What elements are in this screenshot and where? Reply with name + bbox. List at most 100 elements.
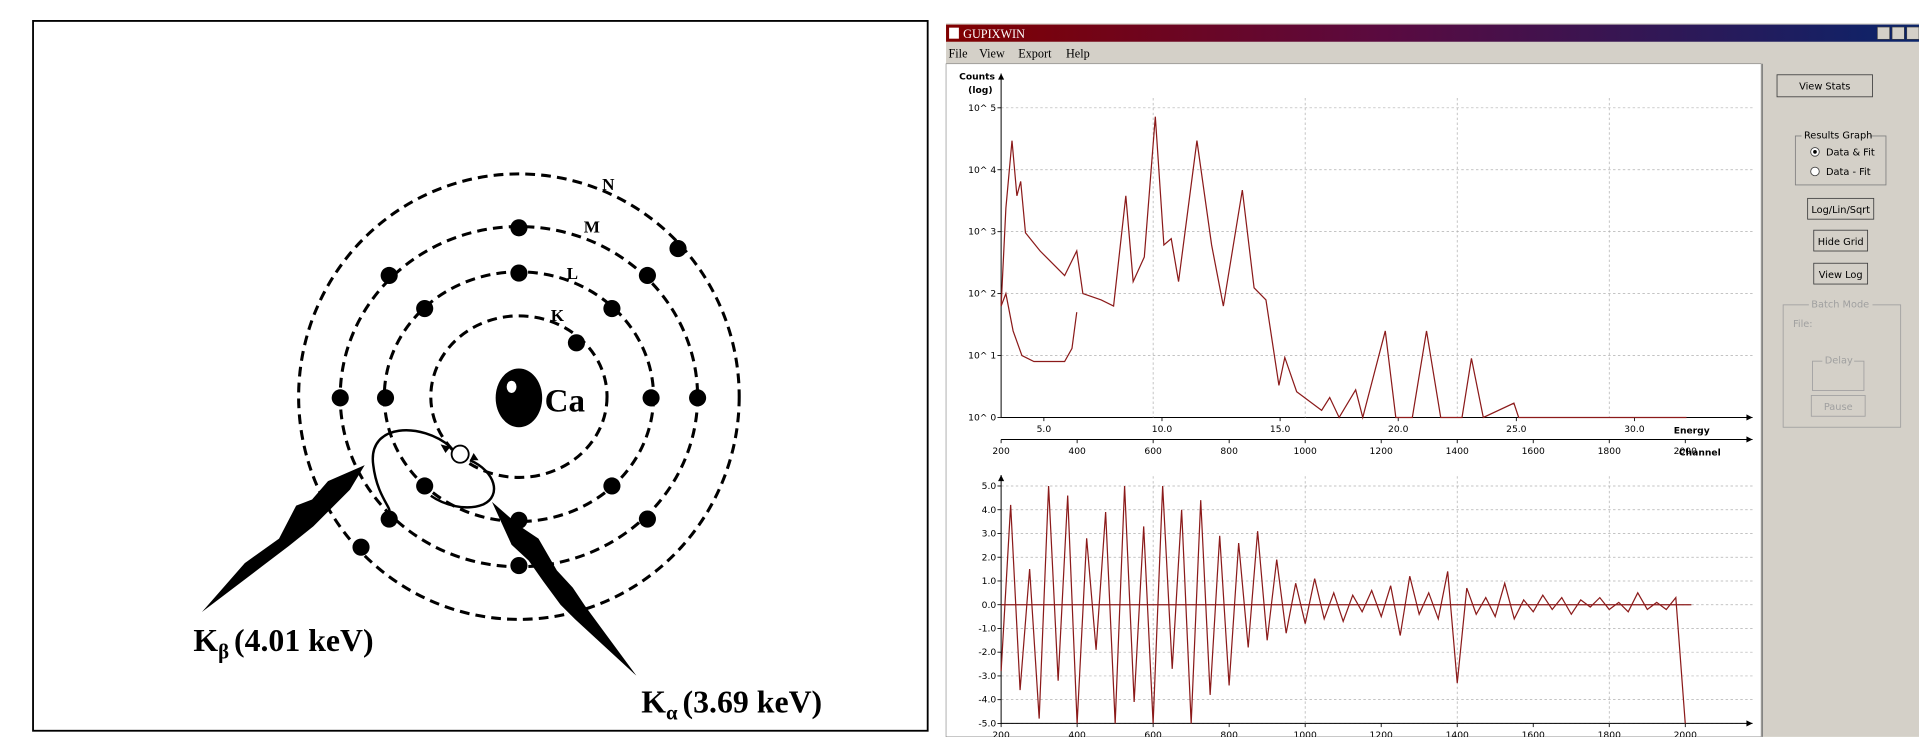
x-tick-label: 1200 <box>1370 446 1393 457</box>
kalpha-label: Kα (3.69 keV) <box>641 684 822 724</box>
transition-kbeta <box>371 429 452 513</box>
electron <box>510 219 528 237</box>
atom-diagram: K L M N Ca Kβ (4.01 keV) Kα (3.69 keV) <box>32 20 929 732</box>
data-line <box>1000 485 1686 724</box>
line-subscript: β <box>218 641 229 664</box>
arrowheads <box>440 444 479 461</box>
radio[interactable] <box>1810 166 1820 177</box>
line-symbol: K <box>193 623 218 658</box>
x-tick-label: 5.0 <box>1037 424 1052 435</box>
nucleus <box>495 368 543 428</box>
button-label: View Stats <box>1799 81 1850 92</box>
electron <box>642 389 660 407</box>
y-axis-unit: (log) <box>968 85 992 96</box>
line-symbol: K <box>641 684 666 719</box>
electron <box>376 389 395 407</box>
y-tick-label: -5.0 <box>978 718 996 729</box>
photon-kalpha <box>491 501 637 676</box>
x-tick-label: 200 <box>992 446 1010 457</box>
x-tick-label: 600 <box>1144 446 1162 457</box>
x-tick-label: 600 <box>1144 730 1162 737</box>
photon-kbeta <box>201 465 365 613</box>
y-tick-label: -3.0 <box>978 671 996 682</box>
radio-label: Data & Fit <box>1826 148 1875 159</box>
nucleus-label: Ca <box>545 383 586 419</box>
x-tick-label: 1400 <box>1446 446 1469 457</box>
minimize-button[interactable] <box>1877 26 1890 40</box>
line-energy: (3.69 keV) <box>683 684 823 719</box>
y-tick-label: 1.0 <box>982 576 997 587</box>
y-axis-arrow <box>998 73 1005 80</box>
y-tick-label: 10^ 1 <box>968 351 996 362</box>
kbeta-label: Kβ (4.01 keV) <box>193 623 373 663</box>
electron <box>603 299 621 318</box>
group-title-bg <box>1808 298 1873 310</box>
group-title-bg <box>1822 356 1855 367</box>
x-tick-label: 1600 <box>1522 730 1545 737</box>
hide-grid-button[interactable] <box>1813 229 1869 252</box>
orbit-k <box>429 314 609 479</box>
app-icon <box>947 26 961 40</box>
y-tick-label: -2.0 <box>978 647 996 658</box>
y-tick-label: 4.0 <box>982 505 997 516</box>
shell-label: N <box>602 175 615 194</box>
y-tick-label: -4.0 <box>978 695 996 706</box>
transition-kalpha <box>430 459 496 509</box>
menu-item[interactable]: View <box>979 47 1005 61</box>
x-tick-label: 2000 <box>1674 446 1697 457</box>
figure-frame <box>32 20 929 732</box>
y-axis-label: Counts <box>959 72 995 83</box>
x-tick-label: 1600 <box>1522 446 1545 457</box>
x-tick-label: 30.0 <box>1624 424 1645 435</box>
x-tick-label: 1200 <box>1370 730 1393 737</box>
close-button[interactable] <box>1906 26 1919 40</box>
electrons <box>331 219 707 575</box>
pause-button[interactable] <box>1810 394 1866 417</box>
x-axis-label: Energy <box>1674 425 1710 436</box>
electron <box>638 510 656 528</box>
menu-item[interactable]: File <box>948 47 967 61</box>
y-tick-label: 10^ 4 <box>968 165 996 176</box>
y-tick-label: 5.0 <box>982 481 997 492</box>
x-tick-label: 1800 <box>1598 730 1621 737</box>
electron <box>380 266 398 285</box>
y-tick-label: 10^ 3 <box>968 227 996 238</box>
maximize-button[interactable] <box>1891 26 1905 40</box>
menu-item[interactable]: Export <box>1018 47 1052 61</box>
electron <box>689 389 707 407</box>
y-tick-label: 0.0 <box>982 600 997 611</box>
menu-item[interactable]: Help <box>1066 47 1090 61</box>
y-tick-label: 10^ 2 <box>968 289 996 300</box>
electron <box>510 264 528 282</box>
radio-dot <box>1813 150 1817 154</box>
group-title: Results Graph <box>1804 130 1872 141</box>
shell-label: L <box>567 264 578 283</box>
data-line <box>1000 116 1687 420</box>
x-tick-label: 2000 <box>1674 730 1697 737</box>
y-tick-label: 2.0 <box>982 552 997 563</box>
electron <box>416 477 434 495</box>
log-lin-button[interactable] <box>1807 197 1875 220</box>
x-tick-label: 1800 <box>1598 446 1621 457</box>
vacancy <box>450 444 470 464</box>
app-window: GUPIXWIN File View Export Help View Stat… <box>945 23 1919 737</box>
y-tick-label: 10^ 0 <box>968 413 996 424</box>
button-label: Hide Grid <box>1818 237 1864 248</box>
plot-area <box>945 63 1762 737</box>
view-log-button[interactable] <box>1813 262 1869 285</box>
window-title: GUPIXWIN <box>963 27 1025 41</box>
title-bar <box>946 24 1919 42</box>
view-stats-button[interactable] <box>1776 74 1873 98</box>
x-tick-label: 800 <box>1220 446 1238 457</box>
button-label: View Log <box>1819 270 1863 281</box>
y-axis-arrow <box>998 474 1005 482</box>
menu-bar: File View Export Help <box>948 47 1089 61</box>
x-tick-label: 1000 <box>1294 446 1317 457</box>
electron <box>510 556 528 575</box>
x-tick-label: 800 <box>1220 730 1238 737</box>
x2-axis-arrow <box>1746 436 1753 443</box>
file-label: File: <box>1793 319 1813 330</box>
x-tick-label: 25.0 <box>1506 424 1527 435</box>
electron <box>669 239 687 258</box>
